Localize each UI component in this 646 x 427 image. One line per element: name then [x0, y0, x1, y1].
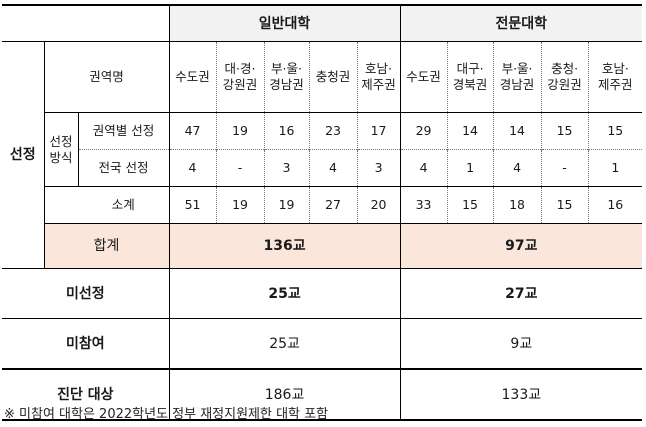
cell: 4: [308, 149, 358, 187]
cell: 47: [169, 112, 217, 150]
cell: -: [215, 149, 265, 187]
header-corner: [2, 4, 170, 42]
header-general: 일반대학: [169, 4, 401, 42]
label-subtotal: 소계: [78, 186, 170, 224]
not-selected-row: 미선정 25교 27교: [2, 268, 643, 319]
region-row: 선정 권역명 수도권 대·경· 강원권 부·울· 경남권 충청권 호남· 제주권…: [2, 41, 643, 269]
cell: 3: [356, 149, 401, 187]
cell: 16: [263, 112, 310, 150]
cell: 18: [492, 186, 542, 224]
subtotal-row: 소계 51 19 19 27 20 33 15 18 15 16: [2, 186, 643, 224]
cell: 15: [587, 112, 643, 150]
region-professional-3: 충청· 강원권: [540, 41, 589, 113]
header-row: 일반대학 전문대학: [2, 4, 643, 42]
total-general: 136교: [169, 223, 401, 269]
region-professional-0: 수도권: [406, 69, 441, 84]
cell: 1: [587, 149, 643, 187]
label-diagnosis-target: 진단 대상: [2, 369, 170, 421]
cell: 15: [540, 112, 589, 150]
cell: 4: [169, 149, 217, 187]
diagnosis-target-row: 진단 대상 186교 133교: [2, 369, 643, 421]
label-national-selection: 전국 선정: [78, 149, 170, 187]
region-professional-2: 부·울· 경남권: [492, 41, 542, 113]
diagnosis-target-general: 186교: [169, 369, 401, 421]
label-not-selected: 미선정: [2, 268, 170, 319]
region-professional-4: 호남· 제주권: [587, 41, 643, 113]
total-professional: 97교: [400, 223, 643, 269]
label-selected: 선정: [2, 41, 45, 269]
region-general-2: 부·울· 경남권: [263, 41, 310, 113]
cell: 33: [400, 186, 448, 224]
cell: 17: [356, 112, 401, 150]
cell: 20: [356, 186, 401, 224]
cell: 15: [446, 186, 494, 224]
cell: 19: [215, 186, 265, 224]
cell: 19: [215, 112, 265, 150]
label-selection-method: 선정 방식: [44, 112, 79, 187]
cell: 27: [308, 186, 358, 224]
national-selection-row: 전국 선정 4 - 3 4 3 4 1 4 - 1: [2, 149, 643, 187]
region-general-1: 대·경· 강원권: [215, 41, 265, 113]
regional-selection-row: 선정 방식 권역별 선정 47 19 16 23 17 29 14 14 15 …: [2, 112, 643, 187]
not-participated-general: 25교: [169, 318, 401, 370]
cell: 29: [400, 112, 448, 150]
cell: 14: [446, 112, 494, 150]
cell: 3: [263, 149, 310, 187]
cell: 51: [169, 186, 217, 224]
total-row: 합계 136교 97교: [2, 223, 643, 269]
not-participated-professional: 9교: [400, 318, 643, 370]
region-general-4: 호남· 제주권: [356, 41, 401, 113]
not-selected-general: 25교: [169, 268, 401, 319]
region-general-0: 수도권: [175, 69, 210, 84]
results-table-wrapper: 일반대학 전문대학 선정 권역명 수도권 대·경· 강원권 부·울· 경남권 충…: [2, 4, 643, 421]
cell: 16: [587, 186, 643, 224]
cell: 4: [400, 149, 448, 187]
label-total: 합계: [44, 223, 170, 269]
cell: 15: [540, 186, 589, 224]
label-region-name: 권역명: [44, 41, 170, 113]
header-professional: 전문대학: [400, 4, 643, 42]
footnote: ※ 미참여 대학은 2022학년도 정부 재정지원제한 대학 포함: [4, 407, 329, 422]
cell: -: [540, 149, 589, 187]
region-professional-1: 대구· 경북권: [446, 41, 494, 113]
region-general-3: 충청권: [308, 41, 358, 113]
cell: 1: [446, 149, 494, 187]
cell: 23: [308, 112, 358, 150]
university-selection-table: 일반대학 전문대학 선정 권역명 수도권 대·경· 강원권 부·울· 경남권 충…: [2, 4, 643, 421]
not-selected-professional: 27교: [400, 268, 643, 319]
not-participated-row: 미참여 25교 9교: [2, 318, 643, 370]
cell: 4: [492, 149, 542, 187]
diagnosis-target-professional: 133교: [400, 369, 643, 421]
label-not-participated: 미참여: [2, 318, 170, 370]
label-regional-selection: 권역별 선정: [78, 112, 170, 150]
cell: 19: [263, 186, 310, 224]
cell: 14: [492, 112, 542, 150]
